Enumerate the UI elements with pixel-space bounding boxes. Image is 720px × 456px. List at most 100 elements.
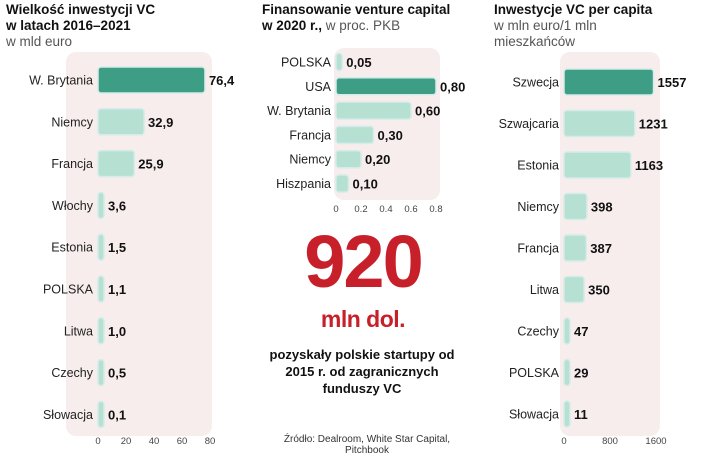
chart1-title: Wielkość inwestycji VC w latach 2016–202… bbox=[6, 2, 155, 50]
chart1-category-label-6: POLSKA bbox=[43, 283, 94, 297]
chart1-bar-5 bbox=[97, 233, 105, 261]
callout-description: pozyskały polskie startupy od 2015 r. od… bbox=[269, 347, 455, 396]
chart1-category-label-4: Włochy bbox=[52, 199, 94, 213]
chart2-title: Finansowanie venture capital w 2020 r., … bbox=[262, 2, 450, 34]
chart2-category-label-3: W. Brytania bbox=[267, 104, 331, 118]
chart3-category-label-7: Czechy bbox=[517, 325, 559, 339]
chart3-category-label-5: Francja bbox=[517, 242, 559, 256]
chart3-bar-5 bbox=[563, 234, 588, 262]
chart1-bar-1 bbox=[97, 66, 206, 94]
chart3-category-label-6: Litwa bbox=[530, 283, 559, 297]
chart1-value-label-3: 25,9 bbox=[138, 157, 163, 172]
chart3-value-label-5: 387 bbox=[590, 241, 612, 256]
chart1-title-line1: Wielkość inwestycji VC bbox=[6, 2, 156, 17]
callout-unit: mln dol. bbox=[320, 306, 406, 332]
chart2-bar-6 bbox=[335, 174, 350, 193]
source-note: Źródło: Dealroom, White Star Capital, Pi… bbox=[283, 434, 451, 456]
chart3-value-label-3: 1163 bbox=[635, 158, 663, 173]
chart2-bar-2 bbox=[335, 77, 437, 96]
chart2-panel bbox=[334, 48, 440, 200]
chart3-value-label-6: 350 bbox=[588, 283, 610, 298]
chart1-category-label-1: W. Brytania bbox=[29, 74, 93, 88]
chart1-title-line2: w latach 2016–2021 bbox=[6, 18, 131, 33]
chart1-value-label-4: 3,6 bbox=[108, 198, 126, 213]
chart1-value-label-7: 1,0 bbox=[108, 324, 126, 339]
chart3-category-label-8: POLSKA bbox=[509, 366, 560, 380]
chart2-category-label-6: Hiszpania bbox=[276, 177, 331, 191]
chart1-tick-1: 0 bbox=[95, 436, 100, 447]
chart1-category-label-3: Francja bbox=[51, 157, 93, 171]
chart1-value-label-6: 1,1 bbox=[108, 282, 126, 297]
chart3-category-label-2: Szwajcaria bbox=[499, 117, 559, 131]
chart1-category-label-5: Estonia bbox=[51, 241, 93, 255]
chart2-bar-1 bbox=[335, 52, 343, 72]
chart3-title-line1: Inwestycje VC per capita bbox=[494, 2, 653, 17]
chart2-bar-3 bbox=[335, 101, 412, 120]
chart2-tick-5: 0.8 bbox=[429, 204, 442, 215]
chart2-category-label-2: USA bbox=[305, 80, 331, 94]
chart3-category-label-1: Szwecja bbox=[512, 76, 559, 90]
chart2-bar-5 bbox=[335, 149, 362, 169]
chart3-tick-2: 800 bbox=[602, 436, 618, 447]
chart3-bar-6 bbox=[563, 275, 585, 304]
chart3-bar-7 bbox=[563, 317, 571, 345]
chart2-tick-4: 0.6 bbox=[404, 204, 417, 215]
chart3-subtitle-line2: mieszkańców bbox=[494, 34, 576, 49]
chart3-value-label-1: 1557 bbox=[658, 75, 687, 90]
chart2-tick-1: 0 bbox=[333, 204, 338, 215]
chart2-value-label-5: 0,20 bbox=[365, 152, 390, 167]
chart3-bar-8 bbox=[563, 358, 571, 387]
chart3-category-label-4: Niemcy bbox=[517, 200, 559, 214]
chart1-value-label-9: 0,1 bbox=[108, 407, 126, 422]
chart2-tick-2: 0.2 bbox=[354, 204, 367, 215]
chart1-category-label-7: Litwa bbox=[64, 324, 93, 338]
chart2-value-label-3: 0,60 bbox=[415, 104, 440, 119]
chart3-value-label-7: 47 bbox=[574, 324, 588, 339]
chart3-bar-3 bbox=[563, 151, 632, 179]
chart3-bar-4 bbox=[563, 192, 588, 221]
chart2-subtitle: w proc. PKB bbox=[322, 18, 401, 33]
callout-number: 920 bbox=[304, 220, 423, 303]
chart1-bar-2 bbox=[97, 108, 145, 136]
chart3-value-label-2: 1231 bbox=[639, 117, 668, 132]
chart1-subtitle: w mld euro bbox=[6, 34, 73, 49]
chart3-bar-1 bbox=[563, 68, 655, 96]
chart3-category-label-9: Słowacja bbox=[509, 408, 559, 422]
chart3-subtitle-line1: w mln euro/1 mln bbox=[494, 18, 597, 33]
chart3-bar-2 bbox=[563, 109, 636, 138]
chart1-tick-4: 60 bbox=[177, 436, 188, 447]
chart1-category-label-2: Niemcy bbox=[51, 115, 93, 129]
chart2-category-label-1: POLSKA bbox=[281, 56, 332, 70]
chart2-category-label-5: Niemcy bbox=[289, 153, 331, 167]
chart2-title-line1: Finansowanie venture capital bbox=[262, 2, 451, 17]
chart1-tick-3: 40 bbox=[149, 436, 160, 447]
chart1-category-label-9: Słowacja bbox=[43, 408, 93, 422]
chart1-category-label-8: Czechy bbox=[51, 366, 93, 380]
chart1-tick-2: 20 bbox=[121, 436, 132, 447]
chart1-tick-5: 80 bbox=[205, 436, 216, 447]
chart2-value-label-2: 0,80 bbox=[440, 79, 465, 94]
chart3-value-label-4: 398 bbox=[591, 200, 613, 215]
chart3-bar-9 bbox=[563, 400, 571, 428]
chart2-value-label-4: 0,30 bbox=[378, 128, 403, 143]
chart2-title-year: w 2020 r., bbox=[262, 18, 323, 33]
chart3-title: Inwestycje VC per capita w mln euro/1 ml… bbox=[494, 2, 652, 50]
chart3-value-label-9: 11 bbox=[574, 407, 588, 422]
chart1-value-label-5: 1,5 bbox=[108, 240, 126, 255]
chart1-bar-7 bbox=[97, 317, 105, 345]
chart2-bar-4 bbox=[335, 125, 375, 145]
chart1-bar-4 bbox=[97, 191, 105, 220]
chart2-tick-3: 0.4 bbox=[379, 204, 392, 215]
chart1-bar-8 bbox=[97, 358, 105, 387]
chart1-value-label-8: 0,5 bbox=[108, 366, 126, 381]
chart2-value-label-1: 0,05 bbox=[346, 55, 371, 70]
chart3-tick-3: 1600 bbox=[645, 436, 666, 447]
chart3-category-label-3: Estonia bbox=[517, 159, 559, 173]
chart1-bar-3 bbox=[97, 149, 136, 178]
chart1-value-label-1: 76,4 bbox=[209, 73, 235, 88]
chart3-value-label-8: 29 bbox=[574, 366, 588, 381]
chart1-bar-6 bbox=[97, 275, 105, 303]
chart2-value-label-6: 0,10 bbox=[353, 177, 378, 192]
chart1-bar-9 bbox=[97, 400, 105, 429]
